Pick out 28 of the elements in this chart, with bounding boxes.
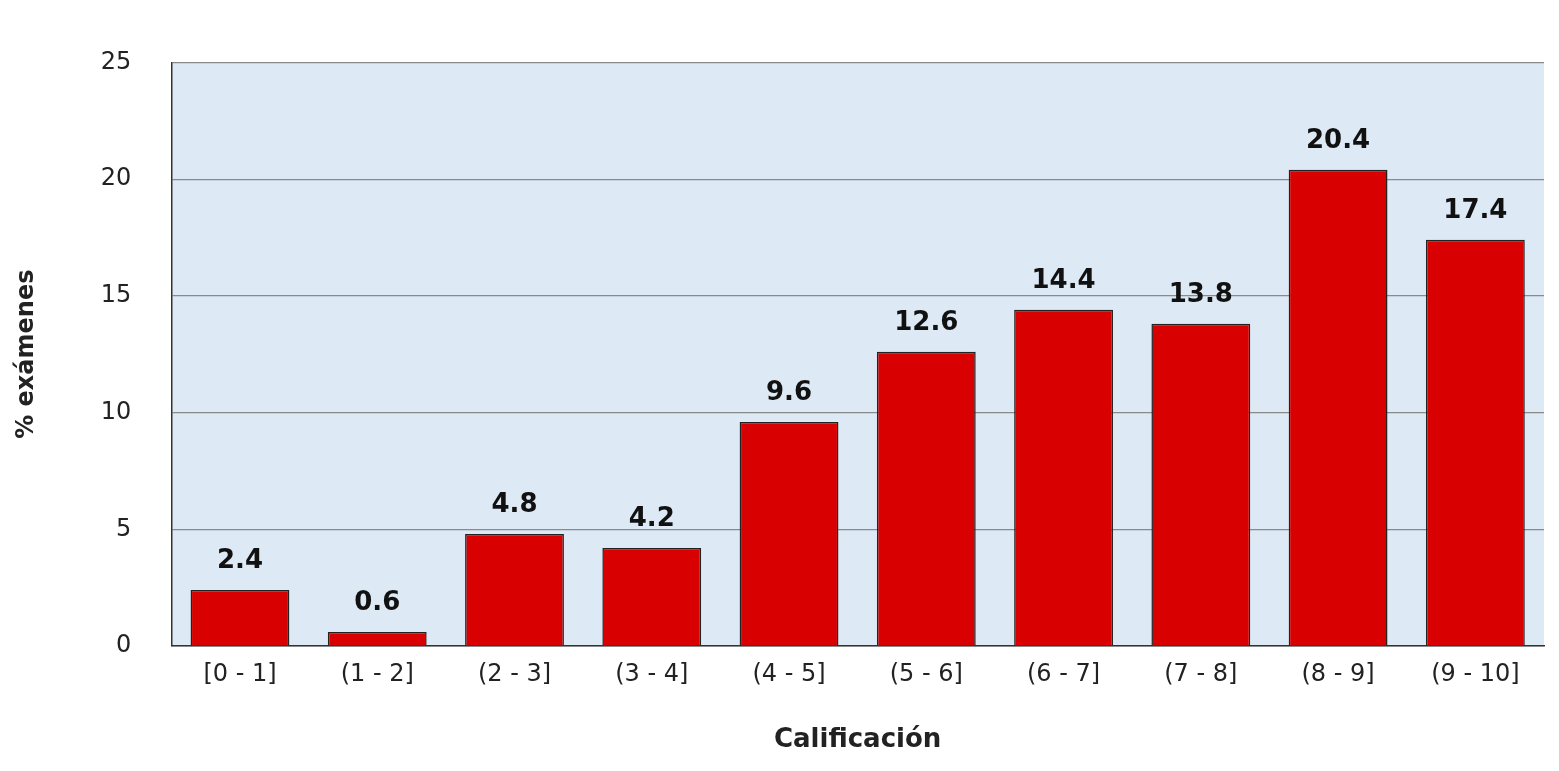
- x-tick-label: (5 - 6]: [889, 658, 963, 687]
- y-tick-label: 10: [100, 396, 132, 425]
- data-label: 14.4: [1031, 263, 1096, 294]
- data-label: 4.8: [491, 487, 538, 518]
- x-tick-label: (1 - 2]: [340, 658, 414, 687]
- y-tick-label: 15: [100, 280, 132, 309]
- x-tick-label: (3 - 4]: [615, 658, 689, 687]
- data-label: 17.4: [1443, 193, 1508, 224]
- x-tick-label: (6 - 7]: [1026, 658, 1101, 687]
- data-label: 13.8: [1168, 277, 1233, 308]
- data-label: 4.2: [628, 501, 675, 532]
- y-tick-label: 20: [100, 163, 132, 192]
- y-axis-title: % exámenes: [10, 269, 39, 439]
- x-tick-label: [0 - 1]: [203, 658, 277, 687]
- data-label: 12.6: [894, 305, 959, 336]
- x-tick-label: (8 - 9]: [1301, 658, 1375, 687]
- data-label: 9.6: [766, 375, 813, 406]
- y-tick-label: 0: [116, 630, 132, 659]
- data-label: 2.4: [216, 543, 263, 574]
- x-axis-title: Calificación: [773, 723, 942, 754]
- y-tick-label: 5: [116, 513, 132, 542]
- x-tick-label: (4 - 5]: [752, 658, 826, 687]
- x-tick-label: (2 - 3]: [477, 658, 552, 687]
- data-label: 20.4: [1306, 123, 1371, 154]
- x-tick-label: (7 - 8]: [1164, 658, 1238, 687]
- x-tick-label: (9 - 10]: [1431, 658, 1520, 687]
- data-label: 0.6: [354, 585, 401, 616]
- y-tick-label: 25: [100, 46, 132, 75]
